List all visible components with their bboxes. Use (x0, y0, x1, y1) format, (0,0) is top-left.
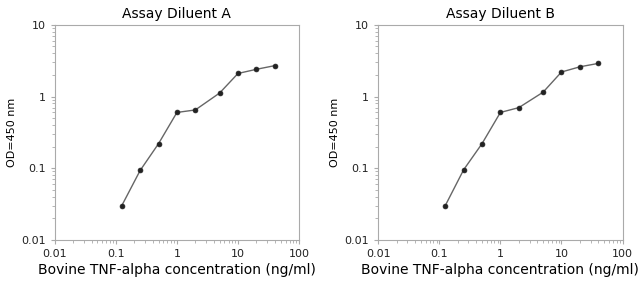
Y-axis label: OD=450 nm: OD=450 nm (330, 98, 340, 167)
Y-axis label: OD=450 nm: OD=450 nm (7, 98, 17, 167)
X-axis label: Bovine TNF-alpha concentration (ng/ml): Bovine TNF-alpha concentration (ng/ml) (38, 263, 316, 277)
Title: Assay Diluent A: Assay Diluent A (122, 7, 232, 21)
Title: Assay Diluent B: Assay Diluent B (446, 7, 555, 21)
X-axis label: Bovine TNF-alpha concentration (ng/ml): Bovine TNF-alpha concentration (ng/ml) (362, 263, 639, 277)
